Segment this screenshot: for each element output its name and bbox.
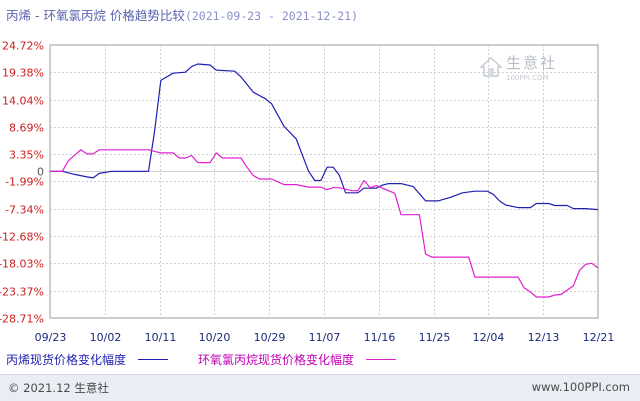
chart-title-range: (2021-09-23 - 2021-12-21) [184, 9, 359, 23]
y-tick-label: 0 [37, 166, 44, 179]
y-tick-label: 14.04% [2, 95, 44, 108]
grid-layer [49, 44, 599, 319]
footer-copyright: © 2021.12 生意社 [8, 381, 109, 395]
series-line-epichlorohydrin [50, 149, 599, 298]
y-tick-label: 8.69% [9, 122, 44, 135]
brand-watermark: 生意社 100PPI.COM [480, 52, 557, 82]
x-tick-label: 10/11 [145, 331, 177, 344]
x-tick-label: 10/02 [90, 331, 122, 344]
legend-swatch-epichlorohydrin [366, 359, 397, 360]
x-tick-label: 11/16 [364, 331, 396, 344]
y-tick-label: -23.37% [0, 286, 44, 299]
y-tick-label: -7.34% [5, 204, 44, 217]
y-tick-label: -1.99% [5, 176, 44, 189]
legend-item-propylene: 丙烯现货价格变化幅度 [6, 351, 169, 368]
y-tick-label: 3.35% [9, 149, 44, 162]
legend-swatch-propylene [138, 359, 169, 360]
legend-label-propylene: 丙烯现货价格变化幅度 [6, 353, 127, 367]
chart-title-main: 丙烯 - 环氧氯丙烷 价格趋势比较 [6, 8, 185, 23]
axis-layer: 24.72% 19.38% 14.04% 8.69% 3.35% 0-1.99% -7.34… [0, 40, 614, 345]
series-layer [50, 63, 599, 298]
y-tick-label: 19.38% [2, 67, 44, 80]
x-tick-label: 10/20 [199, 331, 231, 344]
y-tick-label: 24.72% [2, 40, 44, 53]
x-tick-label: 12/21 [583, 331, 615, 344]
y-tick-label: -28.71% [0, 313, 44, 326]
x-tick-label: 11/25 [419, 331, 451, 344]
watermark-brand: 生意社 [506, 54, 558, 72]
y-tick-label: -12.68% [0, 231, 44, 244]
watermark-url: 100PPI.COM [506, 74, 549, 82]
chart-title: 丙烯 - 环氧氯丙烷 价格趋势比较(2021-09-23 - 2021-12-2… [6, 5, 358, 24]
footer-bar: © 2021.12 生意社 www.100PPI.com [0, 374, 640, 401]
x-tick-label: 10/29 [254, 331, 286, 344]
x-tick-label: 09/23 [35, 331, 67, 344]
x-tick-label: 12/04 [473, 331, 505, 344]
house-logo-icon [480, 57, 502, 77]
chart-canvas: 24.72% 19.38% 14.04% 8.69% 3.35% 0-1.99% -7.34… [0, 40, 614, 345]
y-tick-label: -18.03% [0, 258, 44, 271]
series-line-propylene [50, 63, 599, 211]
legend-label-epichlorohydrin: 环氧氯丙烷现货价格变化幅度 [198, 353, 355, 367]
x-tick-label: 11/07 [309, 331, 341, 344]
x-tick-label: 12/13 [528, 331, 560, 344]
footer-site-link[interactable]: www.100PPI.com [531, 380, 630, 394]
legend-item-epichlorohydrin: 环氧氯丙烷现货价格变化幅度 [198, 351, 397, 368]
